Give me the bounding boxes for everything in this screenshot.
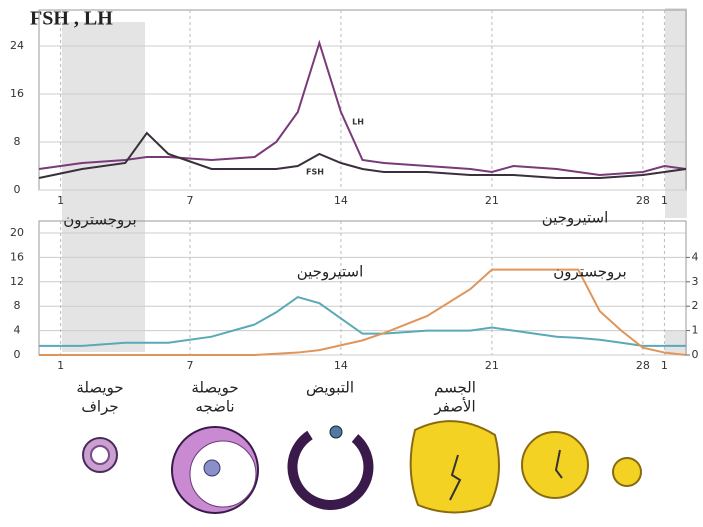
series-line — [38, 131, 687, 179]
stage-label: حويصلة — [76, 379, 123, 397]
y-tick-label: 8 — [14, 299, 21, 312]
x-tick-label: 1 — [661, 194, 668, 207]
illustrations — [82, 420, 642, 514]
shade — [665, 8, 687, 218]
stage-label: التبويض — [306, 379, 354, 397]
y-tick-label: 0 — [14, 183, 21, 196]
annotation: بروجسترون — [63, 211, 136, 229]
x-tick-label: 14 — [334, 359, 348, 372]
x-tick-label: 7 — [186, 194, 193, 207]
y-tick-label: 20 — [10, 226, 24, 239]
y-tick-label: 16 — [10, 87, 24, 100]
chart-title: FSH , LH — [30, 8, 113, 30]
shade — [665, 330, 687, 355]
series-label: بروجسترون — [553, 263, 626, 281]
x-tick-label: 1 — [57, 194, 64, 207]
stage-label: ناضجه — [195, 398, 234, 416]
y2-tick-label: 4 — [692, 250, 699, 263]
series-line — [39, 268, 687, 356]
series-line — [38, 39, 687, 177]
stage-label: الجسم — [434, 379, 476, 397]
y2-tick-label: 2 — [692, 299, 699, 312]
x-tick-label: 28 — [636, 194, 650, 207]
y2-tick-label: 0 — [692, 348, 699, 361]
stage-label: جراف — [81, 398, 118, 416]
y-tick-label: 12 — [10, 275, 24, 288]
y2-tick-label: 1 — [692, 324, 699, 337]
series-label: LH — [352, 118, 364, 127]
x-tick-label: 1 — [661, 359, 668, 372]
y-tick-label: 0 — [14, 348, 21, 361]
y-tick-label: 16 — [10, 250, 24, 263]
y-tick-label: 4 — [14, 324, 21, 337]
series-label: FSH — [306, 168, 324, 177]
stage-label: حويصلة — [191, 379, 238, 397]
shade — [62, 22, 145, 352]
x-tick-label: 21 — [485, 359, 499, 372]
stage-label: الأصفر — [433, 397, 475, 416]
series-label: استيروجين — [297, 263, 364, 281]
x-tick-label: 1 — [57, 359, 64, 372]
x-tick-label: 14 — [334, 194, 348, 207]
y2-tick-label: 3 — [692, 275, 699, 288]
y-tick-label: 8 — [14, 135, 21, 148]
y-tick-label: 24 — [10, 39, 24, 52]
annotation: استيروجين — [542, 209, 609, 227]
x-tick-label: 21 — [485, 194, 499, 207]
x-tick-label: 28 — [636, 359, 650, 372]
x-tick-label: 7 — [186, 359, 193, 372]
